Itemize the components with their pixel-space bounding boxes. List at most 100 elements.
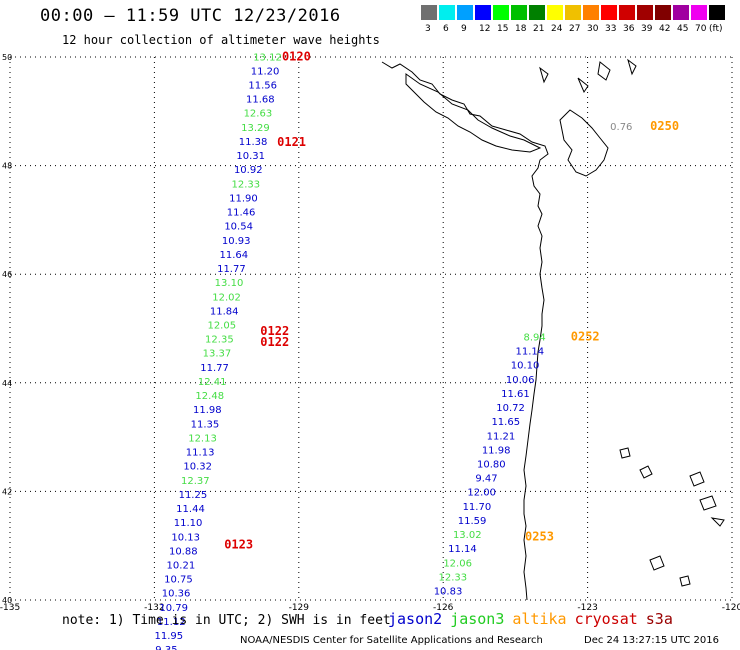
wave-height-value: 12.00 [467,488,496,499]
wave-height-value: 11.12 [157,617,186,628]
legend-label-12: 39 [641,24,653,34]
legend-swatch-10 [601,5,617,20]
coastline-mainland [381,61,549,601]
wave-height-value: 11.46 [227,208,256,219]
footer-note: note: 1) Time is in UTC; 2) SWH is in fe… [62,613,391,628]
wave-height-value: 10.13 [171,532,200,543]
legend-label-0: 3 [425,24,431,34]
wave-height-value: 11.77 [217,264,246,275]
wave-height-value: 11.64 [219,250,248,261]
wave-height-value: 12.41 [198,377,227,388]
lat-tick-label: 50 [2,53,12,62]
legend-swatch-12 [637,5,653,20]
legend-label-14: 45 [677,24,689,34]
lat-tick-label: 42 [2,487,12,496]
wave-height-value: 13.37 [203,349,232,360]
legend-swatch-11 [619,5,635,20]
legend-swatch-0 [421,5,437,20]
legend-swatch-16 [709,5,725,20]
wave-height-value: 11.95 [155,631,184,642]
legend-swatch-14 [673,5,689,20]
legend-label-9: 30 [587,24,599,34]
pass-time-label: 0121 [277,135,306,149]
wave-height-value: 11.98 [193,405,222,416]
pass-time-label: 0122 [260,324,289,338]
wave-height-value: 10.80 [477,460,506,471]
wave-height-value: 10.93 [222,236,251,247]
lon-tick-label: -135 [0,603,20,613]
wave-height-value: 8.94 [524,332,546,343]
legend-swatch-7 [547,5,563,20]
pass-time-label: 0253 [525,529,554,543]
legend-label-3: 12 [479,24,491,34]
satellite-jason3: jason3 [450,610,505,628]
legend-label-2: 9 [461,24,467,34]
wave-height-value: 11.25 [179,490,208,501]
wave-height-value: 12.63 [244,109,273,120]
wave-height-value: 10.75 [164,575,193,586]
satellite-jason2: jason2 [388,610,443,628]
wave-height-value: 12.06 [443,558,472,569]
legend-label-6: 21 [533,24,545,34]
wave-height-value: 10.54 [224,222,253,233]
wave-height-value: 9.47 [475,474,497,485]
satellite-legend: jason2 jason3 altika cryosat s3a [388,610,681,628]
wave-height-value: 11.20 [251,66,280,77]
wave-height-value: 11.98 [482,445,511,456]
wave-height-value: 12.37 [181,476,210,487]
wave-height-value: 11.77 [200,363,229,374]
credit-line: NOAA/NESDIS Center for Satellite Applica… [240,635,543,646]
legend-swatch-5 [511,5,527,20]
legend-label-16: (ft) [709,24,723,34]
wave-height-value: 11.14 [448,544,477,555]
legend-swatch-4 [493,5,509,20]
legend-label-10: 33 [605,24,617,34]
wave-height-value: 11.14 [516,347,545,358]
axis-tick-labels: -135 -132 -129 -126 -123 -120 50 48 46 44 42 40 [0,53,740,613]
wave-height-value: 13.02 [453,530,482,541]
wave-height-value: 11.10 [174,518,203,529]
lon-tick-label: -120 [722,603,740,613]
wave-height-value: 10.31 [236,151,265,162]
wave-height-value: 13.12 [253,52,282,63]
legend-swatch-1 [439,5,455,20]
lat-tick-label: 48 [2,162,12,171]
wave-height-value: 13.29 [241,123,270,134]
graticule [9,56,733,601]
coastline [381,58,725,601]
legend-label-4: 15 [497,24,509,34]
wave-height-value: 10.36 [162,589,191,600]
wave-height-value: 11.90 [229,193,258,204]
legend-swatch-2 [457,5,473,20]
wave-height-value: 12.02 [212,292,241,303]
map-title: 00:00 – 11:59 UTC 12/23/2016 [40,6,341,26]
satellite-cryosat: cryosat [574,610,638,628]
wave-height-value: 10.79 [159,603,188,614]
legend-swatch-6 [529,5,545,20]
lat-tick-label: 44 [2,379,12,388]
wave-height-value: 10.10 [511,361,540,372]
wave-height-value: 10.92 [234,165,263,176]
wave-height-value: 11.35 [191,419,220,430]
legend-swatch-15 [691,5,707,20]
wave-height-value: 10.83 [434,587,463,598]
wave-height-value: 10.06 [506,375,535,386]
coastline-puget-sound [559,109,609,177]
pass-time-label: 0120 [282,49,311,63]
legend-label-5: 18 [515,24,527,34]
wave-height-value: 11.68 [246,95,275,106]
wave-height-value: 10.72 [496,403,525,414]
wave-height-value: 12.33 [232,179,261,190]
coastline-vancouver-island [405,73,542,153]
pass-time-label: 0250 [650,119,679,133]
wave-height-readings: 13.12 11.20 11.56 11.68 12.63 13.29 11.38 10.31… [155,52,633,650]
legend-label-13: 42 [659,24,671,34]
wave-height-value: 12.35 [205,335,234,346]
wave-height-value: 0.76 [610,122,632,133]
lat-tick-label: 46 [2,270,12,279]
lon-tick-label: -126 [433,603,454,613]
legend-swatch-3 [475,5,491,20]
coastline-lakes [619,447,725,587]
